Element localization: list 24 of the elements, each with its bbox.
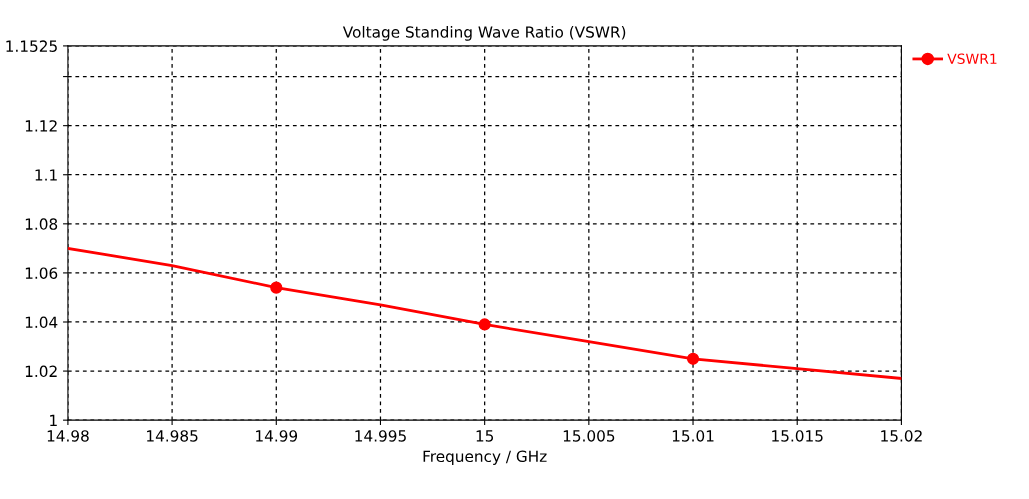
x-tick-label: 14.985 bbox=[147, 430, 198, 442]
line-series bbox=[67, 246, 902, 380]
y-tick-label: 1 bbox=[50, 414, 57, 426]
x-tick-label: 14.98 bbox=[47, 430, 89, 442]
y-tick-label: 1.02 bbox=[25, 365, 57, 378]
point bbox=[478, 318, 491, 331]
x-tick-label: 15 bbox=[476, 430, 494, 442]
y-tick-label: 1.06 bbox=[25, 267, 58, 279]
x-tick-label: 15.005 bbox=[563, 430, 615, 442]
x-axis-title: Frequency / GHz bbox=[423, 450, 547, 466]
x-tick-label: 14.995 bbox=[355, 430, 406, 442]
y-tick-label: 1.1 bbox=[35, 169, 57, 181]
y-tick-label: 1.12 bbox=[25, 120, 57, 132]
y-tick-label: 1.04 bbox=[25, 316, 58, 329]
point bbox=[686, 352, 700, 365]
point bbox=[270, 281, 283, 294]
chart-title: Voltage Standing Wave Ratio (VSWR) bbox=[342, 25, 626, 41]
legend-label: VSWR1 bbox=[947, 53, 997, 64]
x-tick-label: 15.015 bbox=[772, 430, 823, 442]
x-tick-label: 15.02 bbox=[881, 430, 922, 442]
x-tick-label: 15.01 bbox=[672, 430, 714, 442]
y-tick-label: 1.08 bbox=[25, 218, 58, 230]
y-tick-label: 1.1525 bbox=[6, 40, 57, 52]
x-tick-label: 14.99 bbox=[256, 430, 298, 442]
